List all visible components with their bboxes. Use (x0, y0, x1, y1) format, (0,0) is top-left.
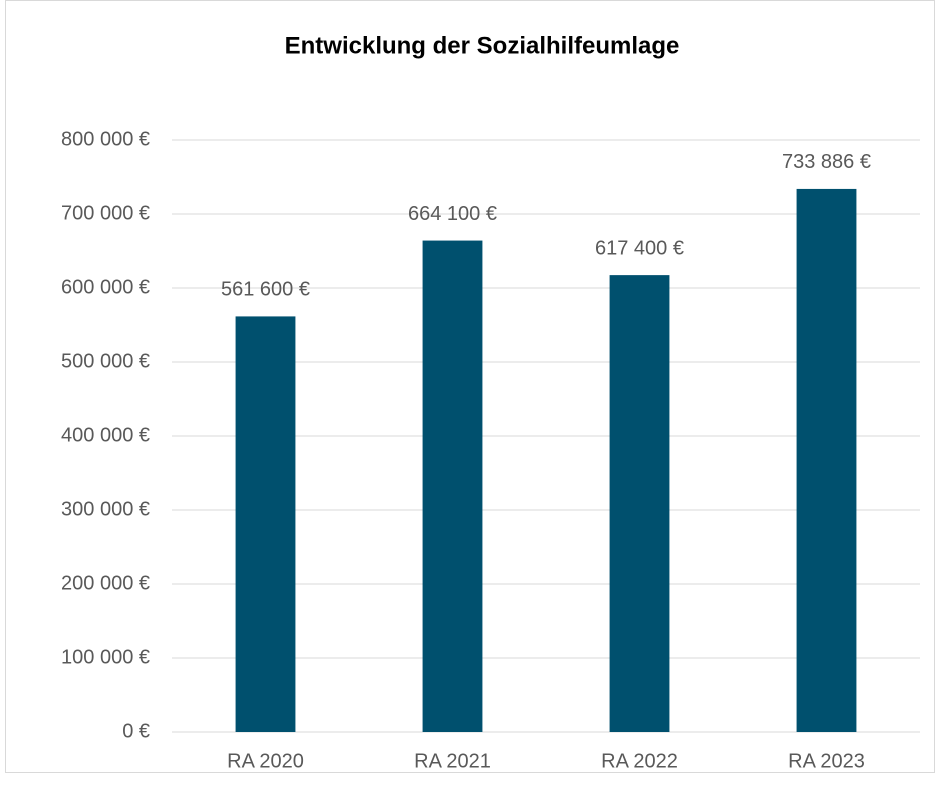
y-tick-label: 200 000 € (61, 572, 150, 594)
y-tick-label: 300 000 € (61, 498, 150, 520)
x-tick-label: RA 2023 (788, 750, 865, 772)
chart-title: Entwicklung der Sozialhilfeumlage (285, 32, 680, 59)
x-tick-label: RA 2020 (227, 750, 304, 772)
y-tick-label: 800 000 € (61, 128, 150, 150)
y-tick-label: 0 € (122, 720, 150, 742)
y-tick-label: 700 000 € (61, 202, 150, 224)
data-label: 617 400 € (595, 237, 684, 259)
y-tick-label: 500 000 € (61, 350, 150, 372)
x-tick-label: RA 2021 (414, 750, 491, 772)
bar (796, 188, 857, 732)
bar (235, 316, 296, 732)
bar (422, 240, 483, 733)
y-tick-label: 100 000 € (61, 646, 150, 668)
data-label: 664 100 € (408, 203, 497, 225)
x-tick-label: RA 2022 (601, 750, 678, 772)
data-label: 561 600 € (221, 279, 310, 301)
bar (609, 275, 670, 732)
y-tick-label: 400 000 € (61, 424, 150, 446)
data-label: 733 886 € (782, 151, 871, 173)
y-tick-label: 600 000 € (61, 276, 150, 298)
